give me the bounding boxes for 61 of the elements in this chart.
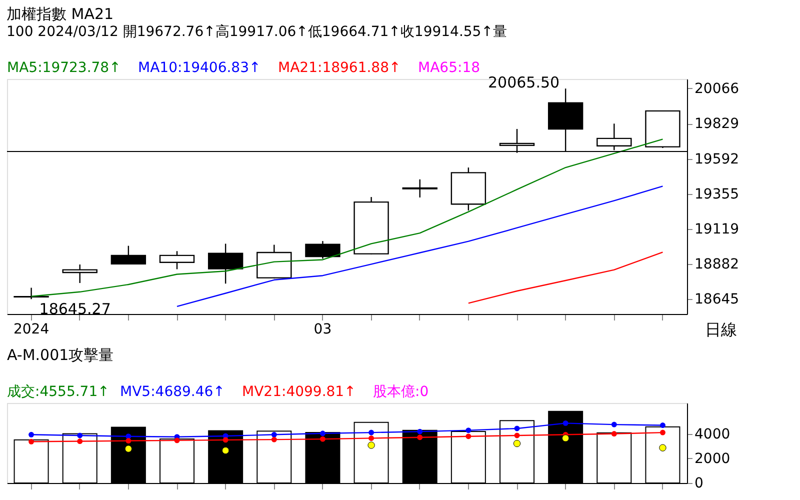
point — [611, 422, 617, 428]
point — [28, 438, 34, 444]
candlestick — [402, 178, 438, 198]
point — [320, 430, 326, 436]
point — [222, 446, 230, 454]
point — [562, 420, 568, 426]
point — [271, 432, 277, 438]
chart-subtitle: 100 2024/03/12 開19672.76↑高19917.06↑低19664.71↑收19914.55↑量 — [6, 24, 507, 40]
point — [126, 438, 132, 444]
point — [222, 437, 228, 443]
point — [271, 436, 277, 442]
text: 成交:4555.71↑ — [7, 384, 110, 400]
text: MA5:19723.78↑ — [7, 60, 121, 76]
point — [77, 438, 83, 444]
point — [466, 428, 472, 434]
point — [124, 445, 132, 452]
text: MV5:4689.46↑ — [120, 384, 225, 400]
point — [77, 432, 83, 438]
point — [611, 431, 617, 437]
point — [368, 435, 374, 441]
annotation: 18645.27 — [39, 300, 111, 318]
text: MA21:18961.88↑ — [278, 60, 401, 76]
x-tick-label: 2024 — [13, 322, 50, 338]
point — [562, 434, 570, 442]
y-tick-label: 2000 — [694, 450, 730, 467]
y-tick-label: 4000 — [694, 426, 730, 442]
point — [466, 434, 472, 440]
point — [659, 444, 666, 452]
point — [660, 422, 666, 428]
text: 日線 — [705, 320, 737, 339]
candlestick — [14, 287, 49, 300]
point — [514, 432, 520, 438]
y-tick-label: 19829 — [694, 116, 740, 132]
legend-label: MA65:18 — [418, 60, 480, 76]
point — [660, 430, 666, 436]
chart-title: 加權指數 MA21 — [6, 5, 114, 23]
y-tick-label: 18645 — [694, 292, 740, 308]
point — [514, 426, 520, 432]
point — [417, 434, 423, 440]
point — [368, 430, 374, 436]
point — [174, 438, 180, 444]
point — [513, 440, 521, 448]
candlestick — [62, 264, 98, 284]
y-tick-label: 20066 — [694, 80, 740, 97]
point — [28, 432, 34, 438]
y-tick-label: 0 — [694, 476, 704, 492]
y-tick-label: 19119 — [694, 221, 740, 238]
text: MA10:19406.83↑ — [138, 60, 261, 76]
point — [320, 436, 326, 442]
x-tick-label: 03 — [314, 322, 332, 338]
y-tick-label: 19355 — [694, 186, 740, 202]
y-tick-label: 18882 — [694, 256, 740, 273]
point — [417, 428, 423, 434]
annotation: 20065.50 — [488, 74, 560, 92]
point — [368, 442, 375, 449]
chart-title: A-M.001攻擊量 — [7, 346, 114, 364]
line-series — [176, 186, 664, 308]
y-tick-label: 19592 — [694, 151, 740, 168]
line-series — [468, 252, 664, 304]
text: MV21:4099.81↑ — [242, 384, 356, 400]
text: 股本億:0 — [373, 384, 429, 400]
